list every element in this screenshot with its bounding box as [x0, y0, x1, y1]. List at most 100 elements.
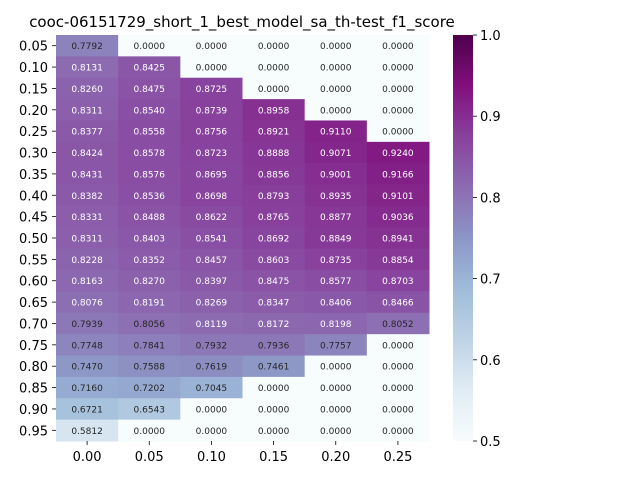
heatmap-cell — [118, 184, 181, 207]
cell-value-label: 0.8425 — [134, 64, 166, 74]
heatmap-cell — [304, 56, 368, 79]
cell-value-label: 0.8269 — [196, 299, 228, 309]
colorbar-tick-label: 0.5 — [480, 435, 501, 450]
cell-value-label: 0.7841 — [134, 341, 166, 351]
x-tick-label: 0.25 — [383, 450, 412, 465]
cell-value-label: 0.8052 — [382, 320, 414, 330]
heatmap-cell — [180, 270, 243, 292]
heatmap-cell — [118, 270, 181, 292]
heatmap-cell — [242, 419, 306, 442]
cell-value-label: 0.5812 — [71, 427, 103, 437]
cell-value-label: 0.0000 — [196, 42, 228, 52]
cell-value-label: 0.8382 — [71, 192, 103, 202]
cell-value-label: 0.0000 — [196, 427, 228, 437]
y-tick-label: 0.75 — [19, 339, 48, 354]
heatmap-cell — [56, 355, 119, 378]
heatmap-cell — [304, 163, 368, 186]
cell-value-label: 0.8541 — [196, 235, 228, 245]
y-tick-label: 0.45 — [19, 211, 48, 226]
heatmap-cell — [180, 398, 243, 421]
heatmap-cell — [366, 248, 430, 271]
cell-value-label: 0.8958 — [258, 106, 290, 116]
cell-value-label: 0.0000 — [382, 42, 414, 52]
cell-value-label: 0.7045 — [196, 384, 228, 394]
cell-value-label: 0.8756 — [196, 128, 228, 138]
heatmap-cell — [56, 398, 119, 421]
heatmap-cell — [118, 35, 181, 57]
cell-value-label: 0.0000 — [258, 85, 290, 95]
heatmap-cell — [118, 248, 181, 271]
heatmap-cell — [366, 398, 430, 421]
heatmap-cell — [304, 205, 368, 228]
heatmap-cell — [242, 205, 306, 228]
cell-value-label: 0.7470 — [71, 363, 103, 373]
cell-value-label: 0.8739 — [196, 106, 228, 116]
y-tick-label: 0.20 — [19, 104, 48, 119]
heatmap-cell — [304, 376, 368, 399]
heatmap-cell — [304, 291, 368, 314]
cell-value-label: 0.8695 — [196, 170, 228, 180]
cell-value-label: 0.9001 — [320, 170, 352, 180]
y-tick-label: 0.15 — [19, 82, 48, 97]
cell-value-label: 0.8723 — [196, 149, 228, 159]
heatmap-cell — [56, 141, 119, 164]
cell-value-label: 0.0000 — [134, 42, 166, 52]
cell-value-label: 0.8577 — [320, 277, 352, 287]
heatmap-cell — [304, 248, 368, 271]
heatmap-cell — [118, 163, 181, 186]
heatmap-cell — [242, 398, 306, 421]
x-tick-label: 0.15 — [259, 450, 288, 465]
cell-value-label: 0.0000 — [258, 64, 290, 74]
heatmap-cell — [56, 376, 119, 399]
heatmap-cell — [304, 334, 368, 357]
y-tick-label: 0.40 — [19, 189, 48, 204]
heatmap-cell — [304, 35, 368, 57]
colorbar-tick-label: 0.8 — [480, 191, 501, 206]
chart-title: cooc-06151729_short_1_best_model_sa_th-t… — [29, 13, 455, 32]
cell-value-label: 0.7932 — [196, 341, 228, 351]
heatmap-cell — [366, 227, 430, 250]
heatmap-cell — [118, 312, 181, 335]
heatmap-cell — [304, 141, 368, 164]
heatmap-cell — [118, 355, 181, 378]
heatmap-cell — [118, 77, 181, 100]
cell-value-label: 0.8703 — [382, 277, 414, 287]
heatmap-cell — [242, 270, 306, 292]
heatmap-cell — [304, 227, 368, 250]
y-tick-label: 0.90 — [19, 403, 48, 418]
cell-value-label: 0.0000 — [258, 405, 290, 415]
cell-value-label: 0.9166 — [382, 170, 414, 180]
cell-value-label: 0.7588 — [134, 363, 166, 373]
cell-value-label: 0.0000 — [382, 405, 414, 415]
heatmap-cell — [242, 376, 306, 399]
heatmap-cell — [56, 163, 119, 186]
heatmap-cell — [242, 355, 306, 378]
colorbar: 0.5 0.6 0.7 0.8 0.9 1.0 — [453, 29, 501, 450]
cell-value-label: 0.0000 — [320, 405, 352, 415]
cell-value-label: 0.0000 — [320, 363, 352, 373]
heatmap-cell — [56, 291, 119, 314]
heatmap-cell — [366, 419, 430, 442]
heatmap-cell — [366, 291, 430, 314]
heatmap-cell — [366, 270, 430, 292]
heatmap-cell — [56, 248, 119, 271]
cell-value-label: 0.0000 — [258, 427, 290, 437]
cell-value-label: 0.0000 — [320, 42, 352, 52]
heatmap-cell — [56, 312, 119, 335]
cell-value-label: 0.8260 — [71, 85, 103, 95]
cell-value-label: 0.8475 — [134, 85, 166, 95]
cell-value-label: 0.8457 — [196, 256, 228, 266]
cell-value-label: 0.0000 — [382, 341, 414, 351]
heatmap-cell — [56, 419, 119, 442]
heatmap-cell — [118, 56, 181, 79]
cell-value-label: 0.8431 — [71, 170, 103, 180]
y-tick-label: 0.80 — [19, 360, 48, 375]
cell-value-label: 0.8191 — [134, 299, 166, 309]
x-tick-label: 0.05 — [135, 450, 164, 465]
cell-value-label: 0.0000 — [382, 64, 414, 74]
cell-value-label: 0.8076 — [71, 299, 103, 309]
heatmap-cell — [180, 99, 243, 121]
heatmap-cell — [180, 120, 243, 143]
heatmap-cell — [366, 184, 430, 207]
cell-value-label: 0.8198 — [320, 320, 352, 330]
